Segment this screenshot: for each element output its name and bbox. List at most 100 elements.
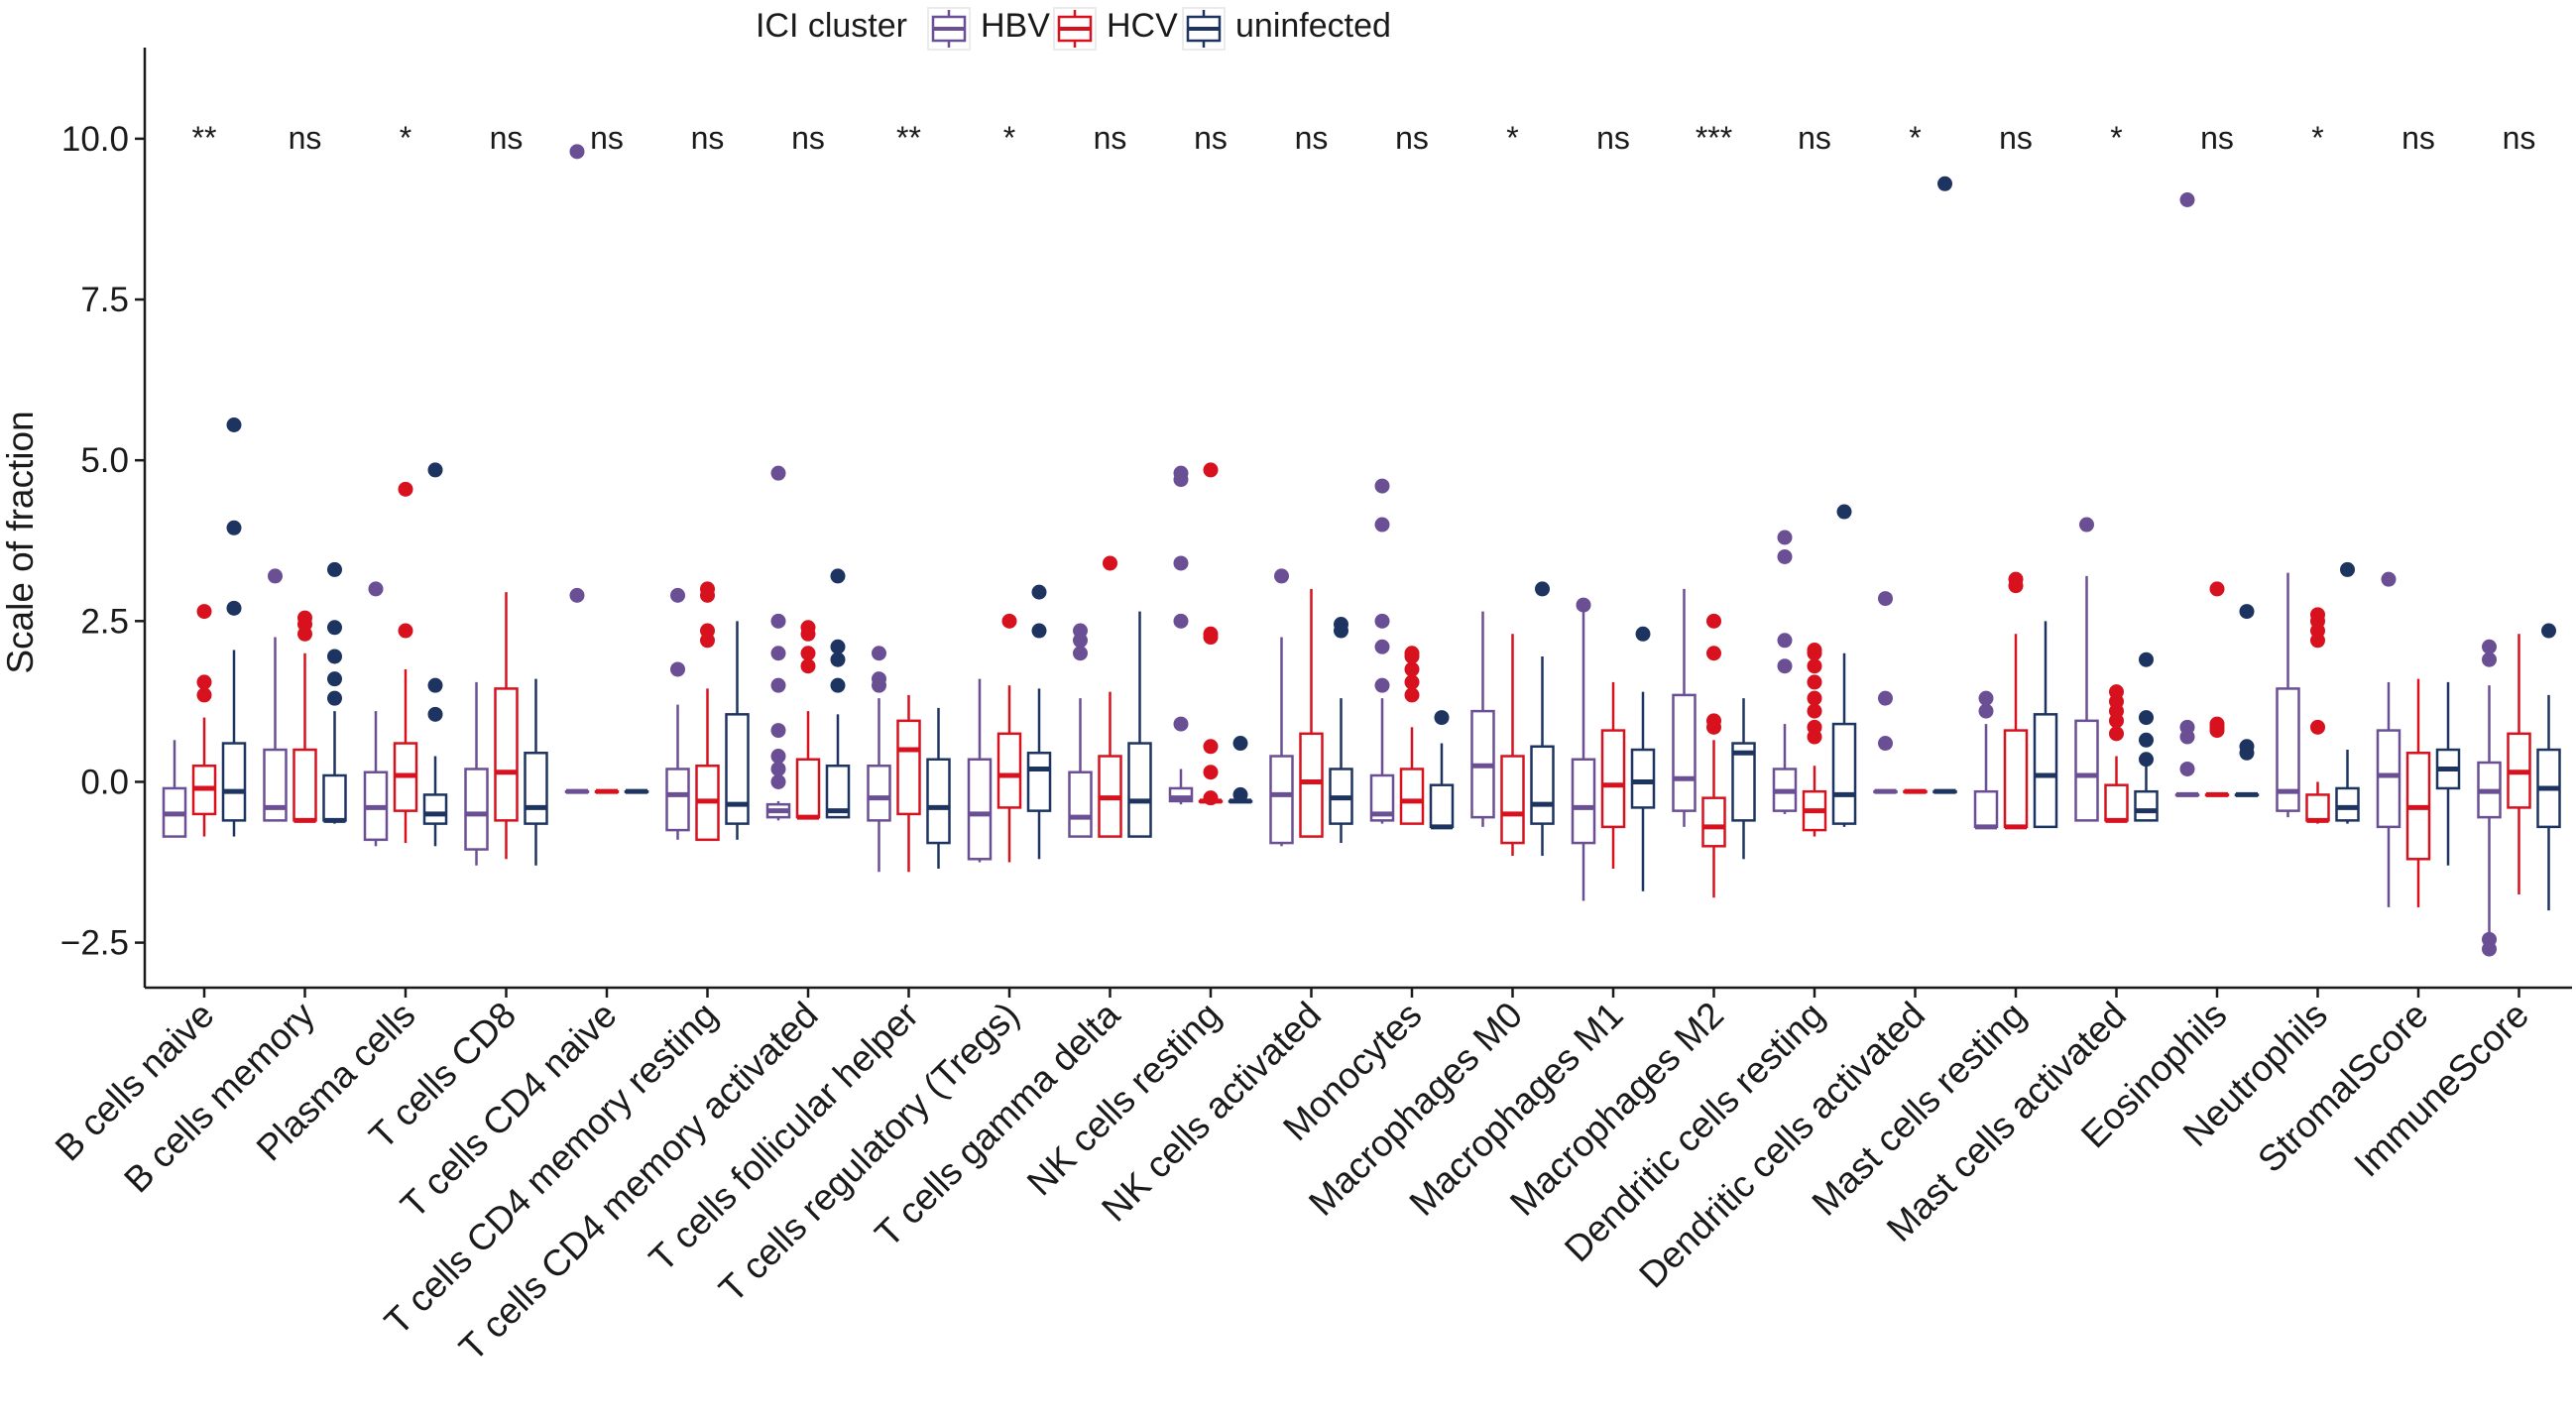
outlier-point-uninfected (226, 520, 242, 535)
outlier-point-uninfected (327, 620, 342, 636)
significance-label: ns (1596, 120, 1630, 156)
outlier-point-hbv (569, 587, 585, 603)
legend-item-hcv[interactable]: HCV (1053, 7, 1178, 51)
outlier-point-hcv (1404, 646, 1420, 661)
outlier-point-hbv (1576, 597, 1591, 613)
outlier-point-hbv (2179, 761, 2195, 776)
legend-item-hbv[interactable]: HBV (927, 7, 1050, 51)
y-tick-label: 5.0 (80, 441, 129, 480)
outlier-point-hcv (1001, 613, 1017, 629)
outlier-point-hbv (1978, 690, 1994, 706)
legend-item-uninfected[interactable]: uninfected (1182, 7, 1391, 51)
outlier-point-uninfected (2541, 623, 2556, 639)
outlier-point-uninfected (2239, 739, 2255, 755)
significance-label: ns (2401, 120, 2435, 156)
box-hcv (1600, 729, 1626, 829)
outlier-point-hcv (700, 581, 715, 597)
plot-area: −2.50.02.55.07.510.0B cells naive**B cel… (48, 48, 2572, 1368)
outlier-point-uninfected (830, 568, 846, 584)
box-hbv (867, 764, 891, 822)
significance-label: * (1506, 120, 1518, 156)
outlier-point-hcv (196, 687, 212, 703)
outlier-point-hbv (2179, 192, 2195, 207)
outlier-point-hbv (872, 646, 886, 661)
box-hcv (293, 748, 317, 822)
box-hbv (2276, 687, 2300, 812)
box-uninfected (926, 758, 951, 845)
outlier-point-uninfected (427, 462, 443, 478)
box-uninfected (2033, 713, 2058, 829)
outlier-point-hcv (1807, 643, 1822, 657)
outlier-point-uninfected (2239, 604, 2255, 620)
outlier-point-hcv (1203, 765, 1219, 780)
significance-label: ns (791, 120, 825, 156)
outlier-point-hbv (1374, 517, 1390, 533)
y-tick-label: 0.0 (80, 763, 129, 801)
outlier-point-hcv (1807, 719, 1822, 735)
box-hcv (2305, 793, 2330, 822)
significance-label: * (1003, 120, 1015, 156)
outlier-point-hbv (770, 749, 786, 765)
box-uninfected (524, 752, 548, 825)
outlier-point-hcv (398, 481, 413, 497)
outlier-point-hcv (1706, 646, 1721, 661)
significance-label: ** (192, 120, 217, 156)
box-uninfected (725, 713, 750, 825)
outlier-point-hcv (1706, 713, 1721, 729)
outlier-point-uninfected (226, 600, 242, 616)
outlier-point-hcv (1203, 739, 1219, 755)
outlier-point-uninfected (1031, 584, 1047, 600)
outlier-point-hcv (2209, 581, 2225, 597)
significance-label: ns (289, 120, 322, 156)
outlier-point-hcv (1103, 555, 1117, 571)
x-tick-label: ImmuneScore (2346, 995, 2536, 1185)
outlier-point-hcv (2008, 571, 2024, 587)
significance-label: ns (1798, 120, 1831, 156)
box-hbv (2074, 719, 2099, 822)
y-tick-label: 10.0 (61, 120, 129, 159)
legend-label-uninfected: uninfected (1235, 7, 1391, 45)
outlier-point-hbv (1374, 677, 1390, 693)
outlier-point-uninfected (1836, 504, 1852, 520)
outlier-point-uninfected (1434, 710, 1450, 726)
outlier-point-hcv (1807, 658, 1822, 674)
outlier-point-hbv (1777, 548, 1793, 564)
outlier-point-uninfected (226, 417, 242, 432)
significance-label: ns (1999, 120, 2033, 156)
outlier-point-uninfected (830, 652, 846, 667)
significance-label: *** (1696, 120, 1732, 156)
outlier-point-hcv (2310, 719, 2325, 735)
box-uninfected (1831, 722, 1857, 825)
outlier-point-hbv (770, 465, 786, 481)
outlier-point-hcv (1807, 690, 1822, 706)
outlier-point-uninfected (427, 706, 443, 722)
outlier-point-uninfected (1232, 786, 1248, 802)
outlier-point-hcv (196, 604, 212, 620)
outlier-point-uninfected (427, 677, 443, 693)
outlier-point-hbv (1878, 690, 1893, 706)
legend-title: ICI cluster (756, 7, 907, 45)
outlier-point-hbv (1073, 623, 1088, 639)
significance-label: * (2311, 120, 2323, 156)
outlier-point-hcv (1404, 687, 1420, 703)
box-hbv (1369, 773, 1395, 822)
outlier-point-uninfected (830, 639, 846, 654)
outlier-point-hbv (670, 587, 685, 603)
outlier-point-uninfected (1535, 581, 1550, 597)
outlier-point-hcv (800, 646, 816, 661)
box-hcv (1701, 796, 1726, 848)
outlier-point-uninfected (2139, 732, 2154, 748)
outlier-point-hbv (770, 761, 786, 776)
outlier-point-uninfected (2139, 652, 2154, 667)
outlier-point-uninfected (1334, 617, 1348, 633)
significance-label: ns (1295, 120, 1329, 156)
outlier-point-hcv (297, 610, 312, 626)
significance-label: ns (2503, 120, 2536, 156)
box-uninfected (1731, 742, 1756, 822)
box-uninfected (221, 742, 247, 822)
box-uninfected (825, 764, 851, 819)
outlier-point-hbv (1374, 478, 1390, 494)
outlier-point-hbv (2482, 931, 2497, 947)
significance-label: * (2110, 120, 2122, 156)
outlier-point-hcv (2209, 716, 2225, 732)
